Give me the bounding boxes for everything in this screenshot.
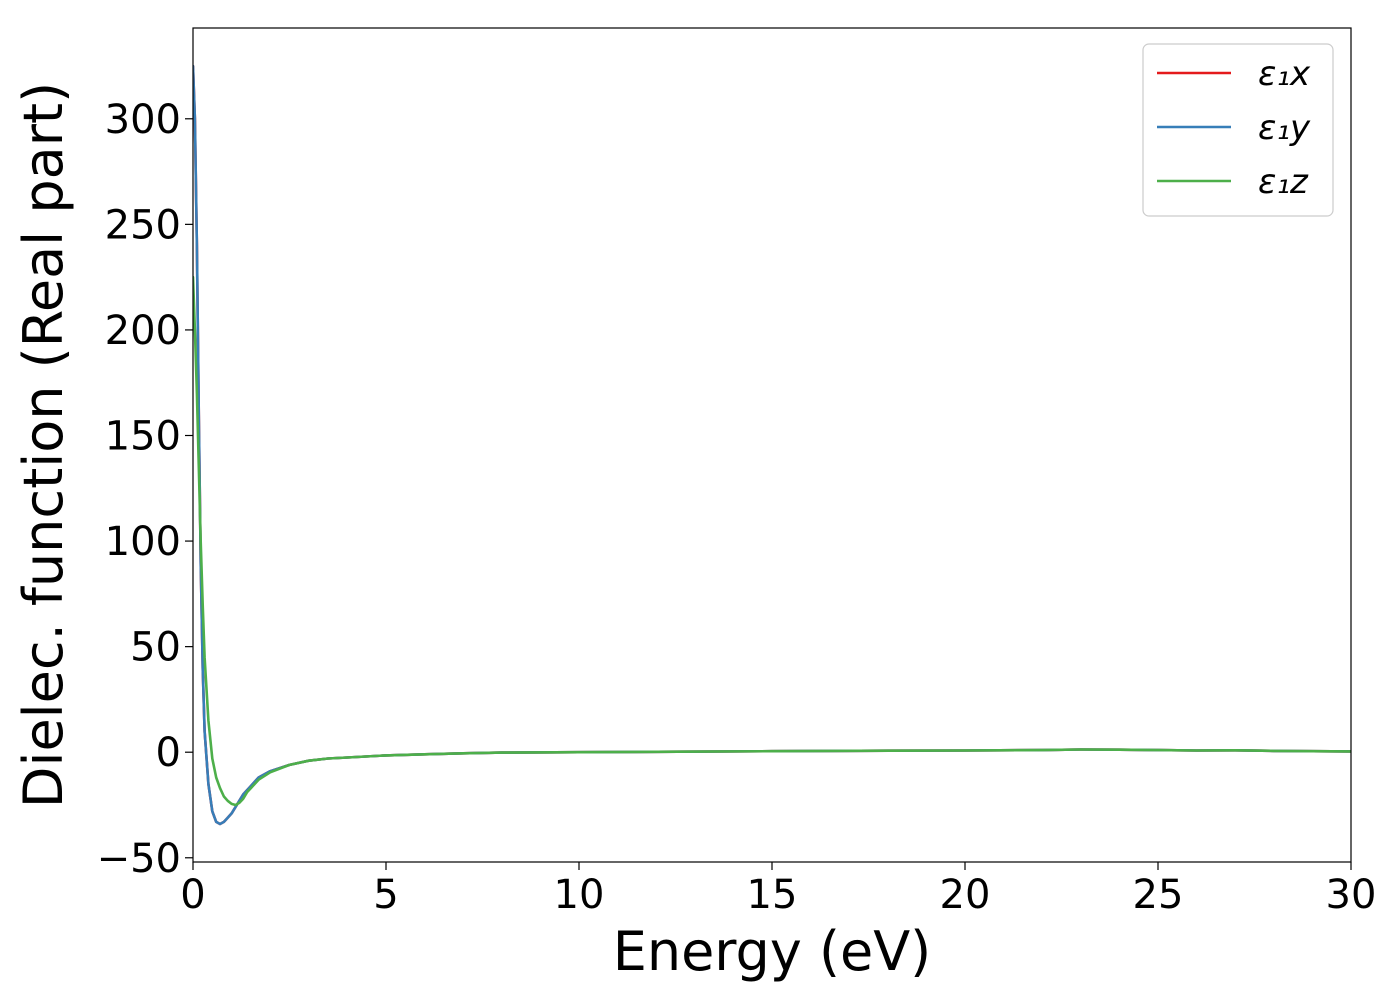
x-tick-label: 5 xyxy=(373,872,398,918)
y-tick-label: 300 xyxy=(105,97,181,143)
x-tick-label: 20 xyxy=(940,872,991,918)
x-tick-label: 10 xyxy=(554,872,605,918)
legend-label-3: ε₁z xyxy=(1258,162,1309,202)
y-tick-label: 200 xyxy=(105,308,181,354)
y-axis-label: Dielec. function (Real part) xyxy=(12,82,75,808)
y-tick-label: 150 xyxy=(105,413,181,459)
y-tick-label: 0 xyxy=(156,730,181,776)
x-tick-label: 30 xyxy=(1326,872,1377,918)
x-axis-label: Energy (eV) xyxy=(613,920,932,983)
y-tick-label: 50 xyxy=(130,625,181,671)
x-axis-ticks: 0 5 10 15 20 25 30 xyxy=(180,862,1376,918)
legend: ε₁x ε₁y ε₁z xyxy=(1142,43,1334,217)
legend-label-2: ε₁y xyxy=(1258,108,1311,148)
y-tick-label: 100 xyxy=(105,519,181,565)
y-tick-label: −50 xyxy=(97,836,181,882)
x-tick-label: 25 xyxy=(1133,872,1184,918)
series-line-3 xyxy=(193,275,1351,807)
x-tick-label: 0 xyxy=(180,872,205,918)
legend-box xyxy=(1142,43,1334,217)
series-layer xyxy=(193,64,1351,826)
x-tick-label: 15 xyxy=(747,872,798,918)
y-tick-label: 250 xyxy=(105,202,181,248)
y-axis-ticks: −50 0 50 100 150 200 250 300 xyxy=(97,97,193,882)
legend-label-1: ε₁x xyxy=(1258,54,1311,94)
